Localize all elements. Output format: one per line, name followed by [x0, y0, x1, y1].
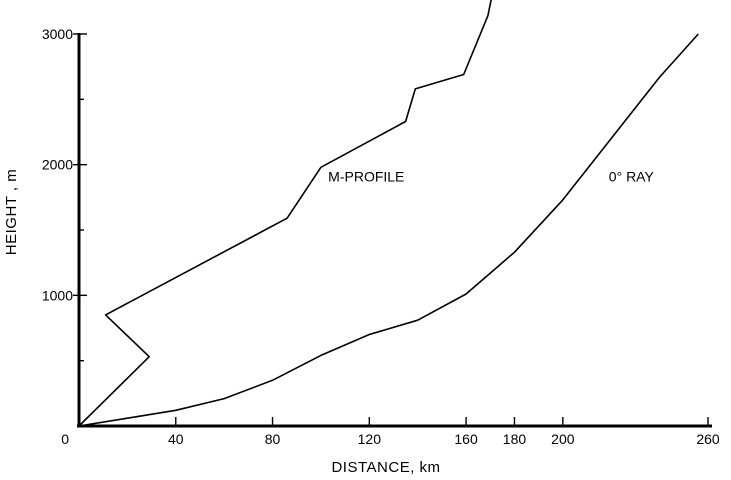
y-tick-label: 2000 [42, 157, 73, 173]
y-axis-title: HEIGHT , m [3, 169, 20, 255]
x-tick-label: 80 [265, 431, 281, 447]
tick-labels: 0 40 80 120 160 180 200 260 1000 2000 3000 [42, 26, 720, 447]
annotation-zero-ray: 0° RAY [609, 169, 655, 185]
series-line-m-profile [78, 0, 492, 427]
series-layer [78, 0, 699, 427]
x-tick-label: 0 [61, 431, 69, 447]
annotation-m-profile: M-PROFILE [328, 169, 404, 185]
x-tick-label: 120 [358, 431, 382, 447]
y-tick-label: 3000 [42, 26, 73, 42]
series-line-zero-ray [78, 33, 699, 427]
x-tick-label: 160 [454, 431, 478, 447]
x-axis-title: DISTANCE, km [331, 459, 440, 476]
x-tick-label: 200 [551, 431, 575, 447]
ticks [73, 33, 709, 426]
x-tick-label: 40 [168, 431, 184, 447]
x-tick-label: 260 [696, 431, 720, 447]
x-tick-label: 180 [503, 431, 527, 447]
y-tick-label: 1000 [42, 287, 73, 303]
